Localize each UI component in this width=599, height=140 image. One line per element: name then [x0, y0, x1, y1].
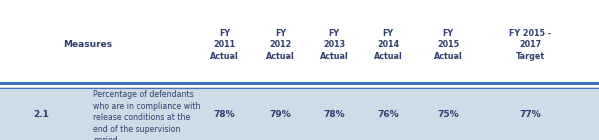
Text: 75%: 75% [437, 110, 459, 119]
Text: FY 2015 -
2017
Target: FY 2015 - 2017 Target [509, 29, 551, 61]
Text: Percentage of defendants
who are in compliance with
release conditions at the
en: Percentage of defendants who are in comp… [93, 90, 200, 140]
Text: 2.1: 2.1 [33, 110, 49, 119]
Text: FY
2013
Actual: FY 2013 Actual [320, 29, 349, 61]
Text: FY
2012
Actual: FY 2012 Actual [266, 29, 295, 61]
Text: 79%: 79% [270, 110, 291, 119]
Bar [0, 0, 599, 87]
Text: 77%: 77% [519, 110, 541, 119]
Text: FY
2014
Actual: FY 2014 Actual [374, 29, 403, 61]
Text: 78%: 78% [323, 110, 345, 119]
Text: Measures: Measures [63, 40, 112, 49]
Text: 78%: 78% [214, 110, 235, 119]
Bar [0, 87, 599, 140]
Text: FY
2015
Actual: FY 2015 Actual [434, 29, 462, 61]
Text: 76%: 76% [377, 110, 399, 119]
Text: FY
2011
Actual: FY 2011 Actual [210, 29, 239, 61]
